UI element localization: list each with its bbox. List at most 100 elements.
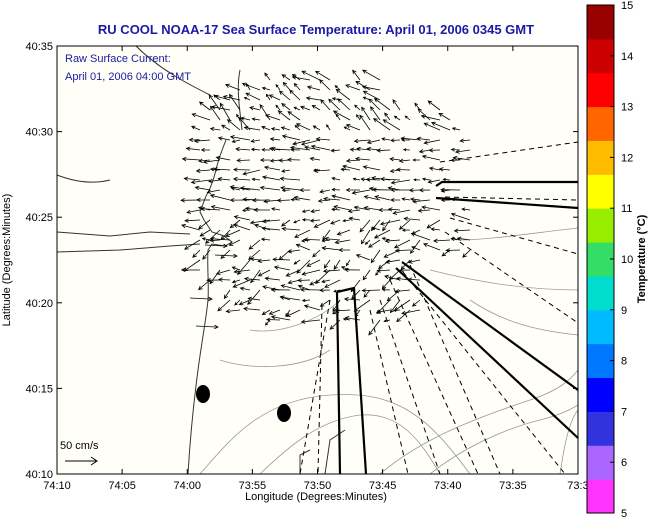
current-vector: [261, 226, 281, 231]
current-vector: [381, 137, 391, 141]
current-vector: [204, 243, 228, 249]
colorbar: 15 14 13 12 11 10 9 8 7 6 5 Temperature (°C): [586, 0, 648, 519]
current-vector: [287, 111, 301, 121]
current-vector: [412, 199, 431, 204]
current-vector: [442, 177, 451, 182]
y-tick-label: 40:30: [25, 127, 53, 139]
current-vector: [281, 169, 291, 173]
current-vector: [456, 236, 471, 241]
current-vector: [411, 299, 421, 307]
current-vector: [323, 196, 341, 202]
colorbar-tick-label: 13: [621, 102, 633, 114]
current-vector: [376, 148, 391, 153]
current-vector: [243, 306, 261, 311]
current-vector: [342, 164, 361, 171]
colorbar-label: Temperature (°C): [636, 214, 648, 303]
current-vector: [371, 187, 391, 192]
current-vector: [217, 299, 231, 312]
current-vector: [233, 215, 251, 221]
current-vector: [217, 176, 231, 182]
current-vector: [320, 99, 331, 111]
current-vector: [295, 123, 311, 131]
current-vector: [361, 288, 381, 293]
current-vector: [389, 299, 401, 314]
current-vector: [401, 309, 421, 315]
current-vector: [417, 108, 431, 121]
current-vector: [421, 177, 431, 181]
current-vector: [355, 254, 371, 261]
current-vector: [226, 119, 241, 131]
current-vector: [333, 259, 341, 270]
current-vector: [209, 193, 231, 201]
current-vector: [370, 106, 381, 121]
y-tick-label: 40:10: [25, 469, 53, 481]
current-vector: [186, 209, 201, 214]
current-vector: [334, 239, 351, 245]
current-vector: [250, 269, 261, 284]
current-vector: [430, 227, 441, 232]
current-vector: [261, 219, 281, 224]
current-vector: [394, 248, 411, 253]
current-vector: [384, 274, 401, 281]
current-vector: [229, 135, 251, 141]
current-vector: [269, 137, 281, 142]
current-vector: [289, 145, 311, 151]
current-vector: [264, 276, 281, 281]
current-vector: [202, 159, 221, 164]
current-vector: [215, 155, 231, 161]
current-vector: [392, 99, 401, 111]
current-vector: [223, 289, 231, 300]
x-tick-label: 74:10: [43, 480, 71, 492]
current-vector: [336, 229, 351, 236]
current-vector: [410, 232, 431, 241]
current-vector: [290, 197, 301, 202]
current-vector: [343, 126, 351, 131]
current-vector: [345, 84, 361, 91]
current-vector: [363, 205, 381, 211]
current-vector: [229, 197, 251, 203]
current-vector: [277, 110, 291, 121]
current-vector: [199, 229, 211, 237]
current-vector: [427, 100, 441, 111]
current-vector: [228, 239, 241, 246]
current-vector: [354, 104, 361, 111]
current-vector: [390, 138, 401, 143]
current-vector: [450, 237, 461, 242]
current-vector: [440, 187, 461, 192]
x-tick-label: 73:55: [239, 480, 267, 492]
current-vector: [452, 155, 471, 161]
x-axis: 74:10 74:05 74:00 73:55 73:50 73:45 73:40 73:35…: [43, 46, 589, 492]
current-vector: [396, 309, 411, 323]
current-vector: [312, 125, 321, 131]
current-vector: [272, 257, 291, 262]
current-vector: [321, 246, 341, 251]
current-vector: [329, 319, 341, 330]
current-vector: [249, 257, 261, 262]
current-vector: [398, 219, 411, 230]
current-vector: [229, 93, 241, 111]
current-vector: [269, 158, 281, 163]
current-vector: [331, 176, 341, 181]
current-vector: [394, 289, 411, 294]
current-vector: [241, 82, 261, 91]
current-vector: [192, 249, 201, 258]
current-vector: [261, 175, 281, 181]
colorbar-tick-label: 14: [621, 51, 633, 63]
current-vector: [428, 148, 441, 153]
current-vector: [390, 198, 400, 202]
current-vector: [275, 104, 281, 111]
colorbar-segment: [587, 479, 614, 514]
current-vector: [455, 149, 471, 154]
current-vector: [356, 114, 361, 121]
colorbar-segment: [587, 5, 614, 40]
current-vector: [206, 189, 221, 194]
current-vector: [247, 289, 261, 306]
current-vector: [389, 157, 401, 162]
current-vector: [301, 209, 311, 213]
current-vector: [232, 279, 251, 288]
current-vector: [386, 289, 401, 302]
current-vector: [334, 85, 341, 91]
current-vector: [373, 229, 391, 239]
bathymetry-contours: [199, 227, 579, 475]
current-vector: [368, 239, 381, 248]
